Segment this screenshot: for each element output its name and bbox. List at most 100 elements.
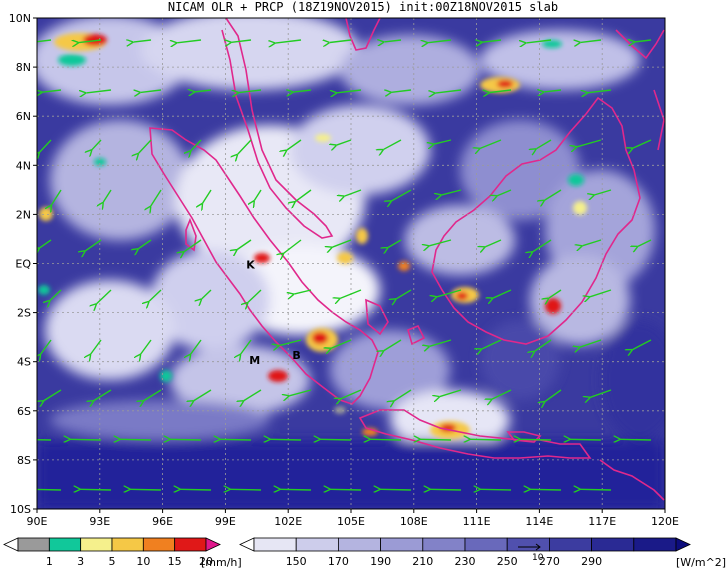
wind-vector — [344, 189, 362, 196]
lon-tick-label: 96E — [152, 515, 173, 528]
coastline-bali-lombok — [599, 459, 665, 501]
wind-vector — [332, 239, 352, 247]
lat-tick-label: 4N — [16, 159, 31, 172]
lon-tick-label: 108E — [400, 515, 428, 528]
wind-vector — [202, 289, 212, 299]
wind-vector — [279, 339, 302, 346]
wind-vector — [480, 489, 512, 490]
wind-vector — [191, 139, 202, 151]
colorbar-tick-label: 1 — [46, 555, 53, 568]
lat-tick-label: 10N — [9, 12, 31, 25]
wind-vector — [337, 89, 362, 93]
colorbar-tick-label: 230 — [455, 555, 476, 568]
wind-vector — [577, 139, 602, 147]
colorbar-tick-label: 270 — [539, 555, 560, 568]
wind-vector — [384, 40, 402, 42]
wind-vector — [70, 439, 102, 440]
wind-vector — [40, 139, 52, 152]
wind-vector — [437, 289, 462, 297]
precip-unit-label: [mm/h] — [201, 556, 242, 569]
map-grid — [37, 18, 665, 509]
wind-vector — [195, 90, 212, 92]
wind-vector — [482, 40, 502, 42]
colorbar-cap-high — [675, 537, 691, 552]
wind-vector — [232, 40, 252, 42]
lon-tick-label: 93E — [89, 515, 110, 528]
wind-vector — [92, 139, 102, 150]
wind-vector — [536, 139, 552, 149]
colorbar-segment — [48, 537, 82, 552]
wind-vector — [320, 439, 352, 440]
wind-vector — [37, 39, 52, 43]
wind-vector — [482, 339, 502, 349]
wind-vector — [130, 489, 162, 490]
wind-vector — [220, 439, 252, 440]
colorbar-segment — [464, 537, 508, 552]
wind-vector — [80, 489, 112, 490]
wind-vector — [293, 90, 312, 92]
lon-tick-label: 114E — [525, 515, 553, 528]
wind-vector — [86, 89, 112, 93]
wind-vector — [340, 289, 362, 298]
coastline-bangka — [365, 298, 389, 336]
wind-vector — [638, 239, 652, 246]
colorbar-tick-label: 190 — [370, 555, 391, 568]
wind-vector — [384, 139, 402, 149]
wind-vector — [633, 139, 652, 148]
wind-vector — [480, 139, 502, 148]
wind-vector — [549, 289, 562, 298]
coastline-palawan — [615, 29, 665, 60]
vector-reference-label: 10 — [532, 553, 544, 563]
lon-tick-label: 117E — [588, 515, 616, 528]
wind-vector — [170, 439, 202, 440]
wind-vector — [388, 239, 402, 247]
wind-vector — [254, 189, 262, 200]
colorbar-tick-label: 290 — [581, 555, 602, 568]
wind-vector — [570, 439, 602, 440]
wind-vector — [492, 389, 512, 399]
wind-vector — [294, 289, 312, 294]
olr-colorbar: 150 170 190 210 230 250 270 290 — [239, 537, 691, 568]
longitude-labels: 90E 93E 96E 99E 102E 105E 108E 111E 114E 117E 120E — [27, 509, 679, 528]
wind-vector — [194, 389, 212, 401]
wind-vector — [633, 339, 652, 350]
place-labels: K M B — [246, 258, 301, 367]
wind-vector — [428, 39, 452, 43]
wind-vector — [248, 289, 262, 302]
colorbar-segment — [549, 537, 593, 552]
colorbar-tick-label: 15 — [168, 555, 182, 568]
colorbar-cap-high — [205, 537, 221, 552]
wind-vector — [241, 339, 252, 354]
lat-tick-label: 6N — [16, 110, 31, 123]
wind-vector — [331, 339, 352, 348]
wind-vector — [430, 339, 452, 346]
wind-vector — [490, 90, 512, 93]
colorbar-tick-label: 150 — [286, 555, 307, 568]
lat-tick-label: EQ — [15, 258, 31, 271]
wind-vector — [535, 339, 552, 351]
wind-vector — [485, 239, 502, 247]
coastline-borneo — [431, 96, 641, 345]
wind-vector — [244, 389, 262, 401]
colorbar-tick-label: 170 — [328, 555, 349, 568]
wind-vector — [526, 39, 552, 43]
lon-tick-label: 102E — [274, 515, 302, 528]
colorbar-cap-low — [3, 537, 19, 552]
wind-vector — [177, 39, 202, 43]
wind-vector — [620, 439, 652, 440]
wind-vector — [184, 239, 202, 252]
place-label: K — [246, 258, 255, 271]
lat-tick-label: 10S — [10, 503, 31, 516]
wind-vector — [394, 389, 412, 401]
wind-vector — [91, 339, 102, 354]
wind-vector — [442, 189, 462, 195]
coastline-malay-peninsula — [221, 18, 334, 239]
lat-tick-label: 6S — [17, 405, 31, 418]
wind-vector — [191, 339, 202, 354]
wind-vector — [595, 189, 612, 195]
wind-vector — [85, 239, 102, 251]
wind-vector — [440, 389, 462, 397]
wind-vector — [275, 39, 302, 43]
colorbar-tick-label: 3 — [77, 555, 84, 568]
